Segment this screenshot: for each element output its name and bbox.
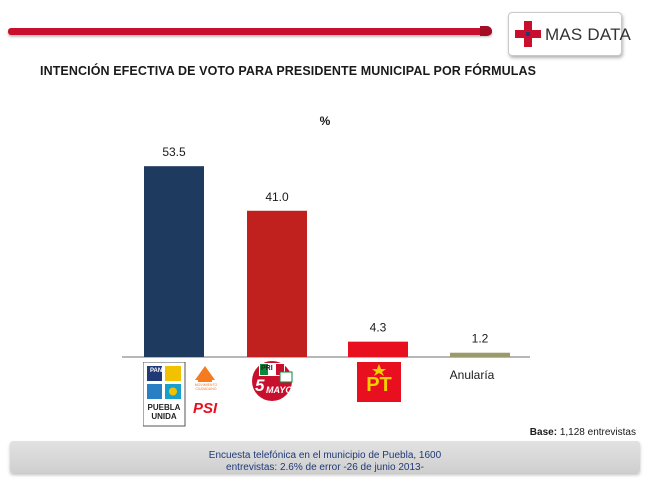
coalition-1-logo: PAN PUEBLA UNIDA MOVIMIENTO CIUDADANO PS… (142, 361, 223, 428)
star-icon (372, 364, 386, 376)
base-note: Base: 1,128 entrevistas (500, 427, 636, 438)
bar-1 (144, 166, 204, 357)
coalition-1-line-1: PUEBLA (147, 403, 181, 412)
header-bar-tip (480, 26, 492, 36)
brand-name: MAS DATA (545, 25, 631, 44)
bar-4 (450, 352, 510, 357)
cinco-de-mayo-emblem-icon (252, 361, 293, 401)
medical-cross-icon (515, 21, 541, 47)
coalition-1-small-2: MOVIMIENTO CIUDADANO (194, 383, 218, 391)
bar-value-label-4: 1.2 (472, 332, 489, 346)
coalition-2-small-1: PRI (261, 365, 273, 372)
footer-line-2: entrevistas: 2.6% de error -26 de junio … (226, 462, 424, 473)
footer-banner (10, 441, 640, 473)
coalition-1-small-3: PSI (193, 400, 218, 417)
coalition-1-small-1: PAN (150, 368, 163, 374)
pt-logo: PT (357, 362, 401, 402)
header-bar (8, 28, 492, 35)
coalition-1-line-2: UNIDA (151, 412, 177, 421)
bar-value-label-1: 53.5 (162, 145, 186, 159)
footer-line-1: Encuesta telefónica en el municipio de P… (208, 450, 442, 461)
coalition-2-line-2: MAYO (266, 385, 293, 395)
bar-value-label-2: 41.0 (265, 190, 289, 204)
bar-3 (348, 341, 408, 357)
unit-label: % (319, 114, 331, 128)
bar-2 (247, 210, 307, 357)
brand-logo: MAS DATA (508, 12, 631, 56)
base-label: Base: (529, 427, 558, 438)
coalition-2-logo: PRI 5 MAYO (248, 360, 298, 402)
category-label-anularia: Anularía (449, 368, 495, 382)
base-value: 1,128 entrevistas (559, 427, 636, 438)
chart-title: INTENCIÓN EFECTIVA DE VOTO PARA PRESIDEN… (40, 64, 537, 78)
bar-value-label-3: 4.3 (370, 321, 387, 335)
puebla-unida-emblem-icon (142, 361, 215, 427)
coalition-2-line-1: 5 (255, 376, 265, 395)
pt-text: PT (366, 374, 392, 396)
